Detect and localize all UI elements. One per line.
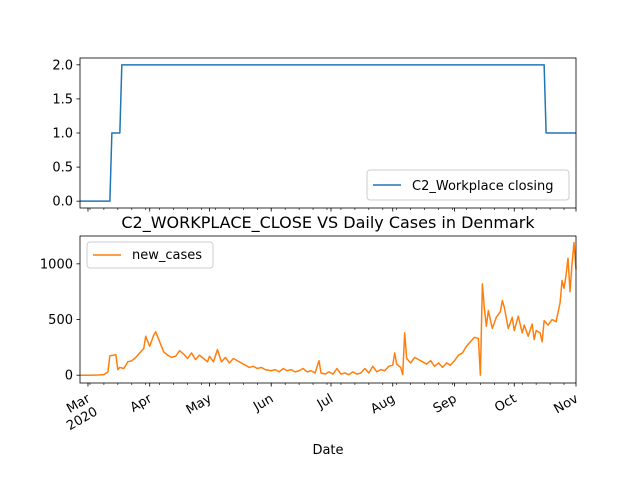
chart-title: C2_WORKPLACE_CLOSE VS Daily Cases in Den… [121,213,535,233]
top-ticks-layer: 0.0 0.5 1.0 1.5 2.0 [52,58,577,212]
top-ytick-label: 1.5 [52,92,73,107]
xtick-label-group: Jul [314,391,336,412]
x-axis-label: Date [312,443,343,458]
bottom-ytick-label: 1000 [40,257,73,272]
bottom-series-layer [80,241,577,376]
top-axes-frame [79,57,577,209]
top-axes: 0.0 0.5 1.0 1.5 2.0 C2_Workplace closing [52,57,577,212]
top-ytick-label: 1.0 [52,127,73,142]
top-legend: C2_Workplace closing [366,169,570,201]
top-series-layer [80,64,576,202]
top-ytick-label: 0.0 [52,195,73,210]
top-legend-label: C2_Workplace closing [412,179,553,194]
top-series-line-0 [80,64,576,202]
bottom-ytick-label: 0 [65,369,73,384]
top-legend-box [366,169,570,201]
bottom-legend-label: new_cases [132,248,202,263]
top-ytick-label: 0.5 [52,161,73,176]
bottom-legend-box [86,241,214,269]
bottom-axes-frame [79,235,577,384]
top-ytick-label: 2.0 [52,58,73,73]
bottom-series-line-0 [80,241,577,376]
bottom-legend: new_cases [86,241,214,269]
bottom-ytick-label: 500 [48,313,73,328]
xtick-label: Jul [314,391,336,412]
